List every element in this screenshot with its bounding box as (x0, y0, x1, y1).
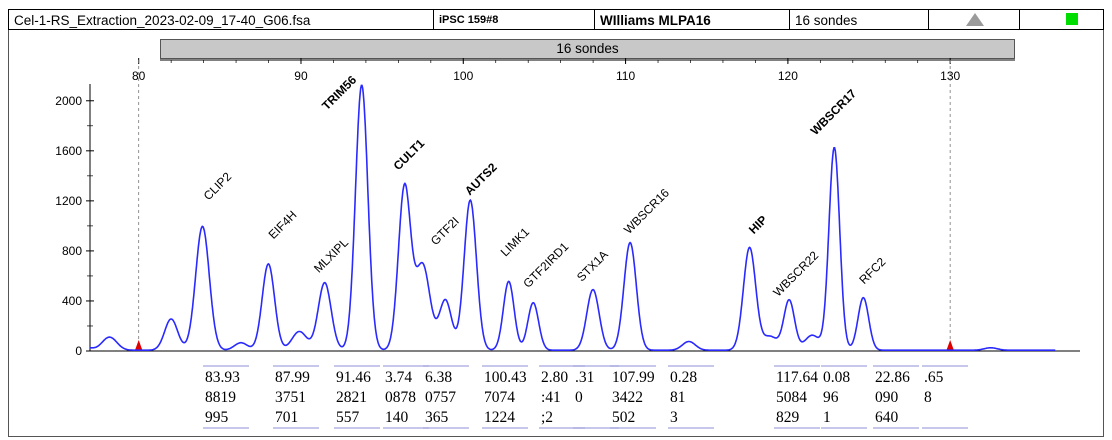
peak-label: GTF2IRD1 (520, 239, 571, 290)
sample-field[interactable]: iPSC 159#8 (433, 9, 595, 30)
peak-label: WBSCR16 (621, 186, 672, 237)
trace-layer (89, 84, 1056, 351)
table-cell: 3 (670, 409, 678, 426)
table-cell: 995 (205, 409, 229, 426)
peak-label: RFC2 (856, 255, 888, 287)
signal-trace (89, 84, 1056, 351)
x-tick-label: 90 (294, 69, 308, 83)
peak-label: MLXIPL (311, 235, 351, 275)
table-cell: 502 (612, 409, 635, 426)
table-cell: 0.08 (823, 369, 850, 386)
chart-axes: 80 90 100 110 120 130 0 400 800 1200 1600 2000 (55, 58, 1080, 358)
table-cell: 5084 (776, 389, 807, 406)
filename-field[interactable]: Cel-1-RS_Extraction_2023-02-09_17-40_G06… (8, 9, 434, 30)
table-cell: 107.99 (612, 369, 655, 386)
size-marker-triangle (134, 340, 143, 351)
table-cell: 1 (823, 409, 831, 426)
peak-label: STX1A (574, 248, 611, 285)
peak-label: WBSCR22 (770, 248, 821, 299)
table-cell: 829 (776, 409, 800, 426)
x-tick-label: 130 (940, 69, 960, 83)
peak-label: CULT1 (391, 136, 428, 173)
peak-label: WBSCR17 (808, 86, 860, 138)
table-cell: 701 (275, 409, 298, 426)
table-cell: 6.38 (425, 369, 452, 386)
table-cell: 0.28 (670, 369, 697, 386)
table-cell: 3422 (612, 389, 643, 406)
y-tick-label: 0 (75, 344, 82, 358)
table-cell: 117.64 (776, 369, 818, 386)
table-cell: 3751 (275, 389, 306, 406)
peak-label: LIMK1 (498, 225, 533, 260)
table-cell: 640 (875, 409, 899, 426)
x-tick-label: 80 (132, 69, 146, 83)
table-cell: 81 (670, 389, 686, 406)
table-cell: 1224 (484, 409, 515, 426)
table-cell: 100.43 (484, 369, 527, 386)
peak-label: EIF4H (266, 208, 300, 242)
status-button[interactable] (1019, 9, 1104, 30)
x-tick-label: 120 (778, 69, 798, 83)
table-cell: 91.46 (336, 369, 371, 386)
table-cell: 3.74 (385, 369, 412, 386)
y-tick-label: 400 (62, 294, 82, 308)
table-cell: 557 (336, 409, 360, 426)
table-cell: 090 (875, 389, 899, 406)
sonde-range-bar[interactable]: 16 sondes (160, 39, 1015, 59)
table-cell: 140 (385, 409, 409, 426)
triangle-up-icon (966, 13, 984, 26)
table-cell: 0 (575, 389, 583, 406)
table-cell: .31 (575, 369, 594, 386)
table-cell: 22.86 (875, 369, 910, 386)
x-tick-label: 110 (616, 69, 635, 83)
green-square-icon (1066, 13, 1078, 25)
peak-label: CLIP2 (201, 169, 235, 203)
peak-label: TRIM56 (319, 73, 359, 113)
value-table: 83.93 8819 995 87.99 3751 701 91.46 2821 557 3.74… (203, 365, 968, 429)
size-marker-triangle (946, 340, 955, 351)
table-cell: 83.93 (205, 369, 240, 386)
table-cell: 8 (924, 389, 932, 406)
y-tick-label: 2000 (55, 94, 82, 108)
y-tick-label: 1200 (55, 194, 82, 208)
table-cell: 0757 (425, 389, 456, 406)
table-cell: :41 (541, 389, 561, 406)
kit-field[interactable]: WIlliams MLPA16 (594, 9, 790, 30)
table-cell: 365 (425, 409, 449, 426)
table-cell: 87.99 (275, 369, 310, 386)
table-cell: ;2 (541, 409, 553, 426)
table-cell: 2821 (336, 389, 367, 406)
x-tick-label: 100 (453, 69, 473, 83)
y-tick-label: 800 (62, 244, 82, 258)
y-tick-label: 1600 (55, 144, 82, 158)
peak-label: GTF2I (428, 214, 462, 248)
peak-label: AUTS2 (462, 160, 500, 198)
table-cell: 2.80 (541, 369, 568, 386)
table-cell: 8819 (205, 389, 236, 406)
table-cell: 7074 (484, 389, 515, 406)
table-cell: 96 (823, 389, 839, 406)
table-cell: 0878 (385, 389, 416, 406)
table-cell: .65 (924, 369, 944, 386)
peak-label: HIP (746, 213, 770, 237)
